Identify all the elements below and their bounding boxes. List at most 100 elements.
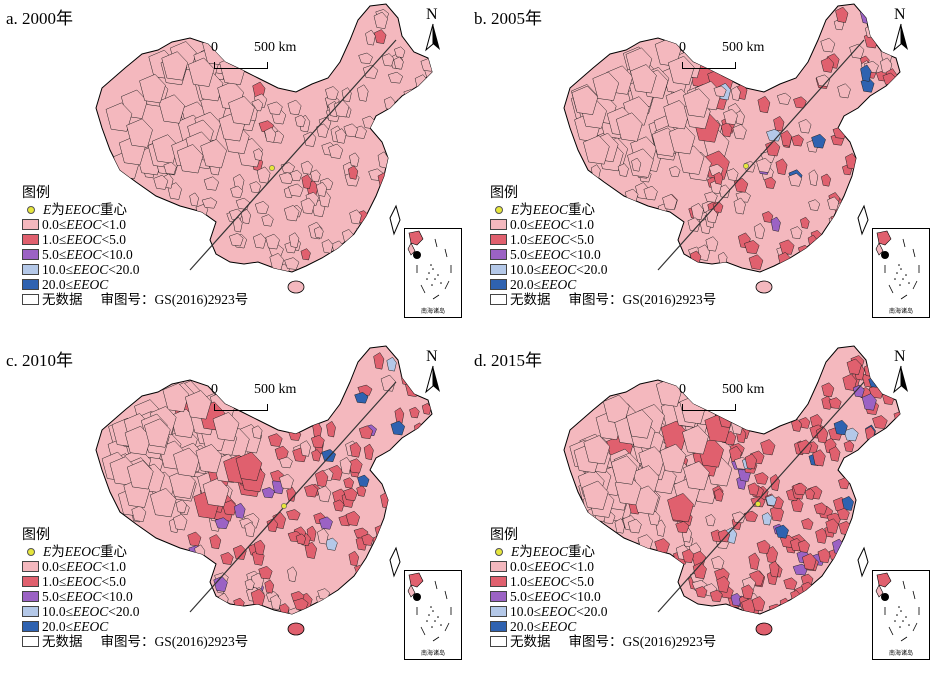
- county-unit: [764, 176, 776, 189]
- county-unit: [583, 135, 610, 165]
- north-arrow-icon: [893, 23, 908, 52]
- county-unit: [126, 118, 153, 148]
- legend: 图例 E为EEOC重心 0.0≤EEOC<1.0 1.0≤EEOC<5.0 5.0≤…: [490, 186, 716, 307]
- legend-class-item: 20.0≤EEOC: [490, 619, 716, 634]
- county-unit: [836, 507, 850, 521]
- county-unit: [751, 596, 766, 612]
- county-unit: [304, 484, 319, 498]
- scale-bar-line: [214, 404, 268, 411]
- inset-map: [407, 572, 452, 642]
- scale-zero-label: 0: [211, 382, 218, 397]
- legend-swatch: [22, 234, 39, 245]
- legend-class-label: 10.0≤EEOC<20.0: [510, 262, 608, 277]
- north-arrow: N: [886, 6, 916, 58]
- county-unit: [748, 254, 764, 270]
- hu-line: [189, 381, 397, 613]
- county-unit: [184, 390, 212, 420]
- county-unit: [843, 427, 859, 442]
- county-unit: [775, 524, 789, 539]
- county-unit: [339, 456, 352, 475]
- county-unit: [317, 528, 329, 545]
- panel-title: b. 2005年: [474, 9, 542, 28]
- north-arrow: N: [418, 348, 448, 400]
- legend-class-item: 20.0≤EEOC: [22, 277, 248, 292]
- scale-distance-label: 500 km: [722, 40, 765, 55]
- county-unit: [304, 541, 318, 559]
- county-unit: [387, 71, 404, 84]
- scale-zero-label: 0: [679, 382, 686, 397]
- county-unit: [265, 233, 280, 250]
- county-unit: [571, 85, 599, 115]
- county-unit: [838, 477, 850, 490]
- legend-swatch: [490, 591, 507, 602]
- legend-swatch: [22, 264, 39, 275]
- hu-line: [657, 39, 865, 271]
- county-unit: [163, 161, 177, 175]
- legend-swatch: [490, 606, 507, 617]
- county-unit: [283, 205, 300, 222]
- county-unit: [630, 64, 657, 94]
- county-unit: [261, 487, 275, 499]
- county-unit: [284, 257, 300, 270]
- county-unit: [316, 123, 329, 138]
- county-unit: [713, 85, 727, 97]
- taiwan-island: [389, 204, 401, 236]
- scale-zero-label: 0: [679, 40, 686, 55]
- county-unit: [663, 100, 690, 130]
- county-unit: [872, 415, 888, 429]
- county-unit: [253, 148, 263, 161]
- legend-nodata-item: 无数据 审图号：GS(2016)2923号: [490, 634, 716, 649]
- choropleth-map: [95, 3, 433, 294]
- county-unit: [669, 165, 681, 178]
- legend-swatch: [22, 606, 39, 617]
- county-unit: [266, 518, 279, 533]
- south-china-sea-inset: 南海诸岛: [872, 228, 930, 318]
- county-unit: [300, 160, 313, 175]
- county-unit: [240, 208, 251, 225]
- county-unit: [683, 461, 710, 491]
- county-unit: [852, 384, 865, 398]
- hainan-island: [755, 622, 773, 636]
- county-unit: [394, 407, 405, 424]
- county-unit: [815, 527, 828, 544]
- county-unit: [253, 539, 266, 556]
- south-china-sea-inset: 南海诸岛: [404, 570, 462, 660]
- county-unit: [744, 240, 760, 255]
- county-unit: [328, 143, 344, 159]
- county-unit: [753, 223, 765, 240]
- county-unit: [667, 493, 694, 523]
- inset-caption: 南海诸岛: [420, 650, 445, 657]
- legend-swatch: [490, 279, 507, 290]
- county-unit: [354, 392, 369, 404]
- county-unit: [318, 516, 333, 530]
- county-unit: [583, 435, 611, 465]
- legend-swatch: [490, 219, 507, 230]
- eeoc-centroid-marker: [755, 501, 761, 507]
- county-unit: [333, 499, 345, 512]
- county-unit: [820, 173, 832, 187]
- county-unit: [731, 511, 746, 524]
- county-unit: [687, 217, 701, 232]
- inset-caption: 南海诸岛: [420, 308, 445, 315]
- county-unit: [843, 440, 855, 453]
- county-unit: [615, 112, 643, 142]
- county-unit: [347, 165, 359, 180]
- county-unit: [792, 482, 807, 496]
- county-unit: [827, 196, 840, 211]
- legend-swatch: [22, 279, 39, 290]
- county-unit: [788, 173, 803, 187]
- legend-swatch: [490, 561, 507, 572]
- county-unit: [317, 485, 332, 503]
- county-unit: [230, 185, 244, 198]
- legend-class-item: 20.0≤EEOC: [22, 619, 248, 634]
- legend-centroid-item: E为EEOC重心: [22, 544, 248, 559]
- county-unit: [393, 56, 404, 70]
- county-unit: [828, 446, 841, 462]
- county-unit: [233, 502, 246, 519]
- eeoc-centroid-marker: [269, 165, 275, 171]
- inset-map: [875, 230, 920, 300]
- legend-centroid-item: E为EEOC重心: [490, 544, 716, 559]
- panel-title: c. 2010年: [6, 351, 74, 370]
- county-unit: [232, 217, 243, 233]
- county-unit: [202, 477, 230, 507]
